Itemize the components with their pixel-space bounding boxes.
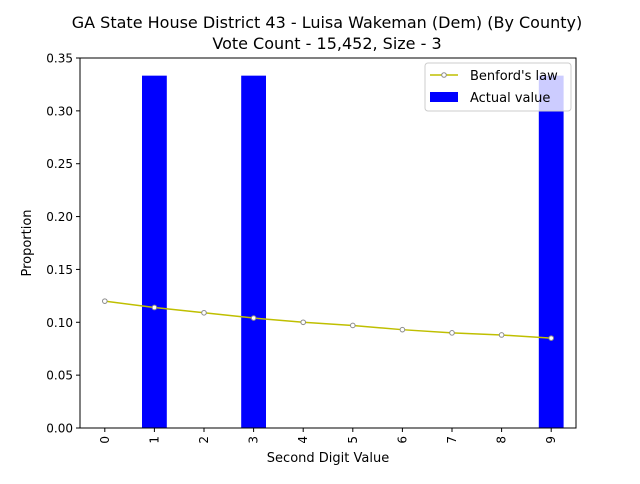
legend-label-actual: Actual value xyxy=(470,91,550,106)
benford-point-2 xyxy=(201,309,207,316)
benford-point-0 xyxy=(102,298,108,304)
chart-title: GA State House District 43 - Luisa Wakem… xyxy=(72,13,582,32)
y-axis: 0.00 0.05 0.10 0.15 0.20 0.25 0.30 0.35 xyxy=(46,52,80,436)
y-tick-label: 0.35 xyxy=(46,52,73,66)
benford-point-3 xyxy=(250,315,257,321)
y-tick-label: 0.20 xyxy=(46,210,73,224)
legend: Benford's law Actual value xyxy=(424,62,572,112)
benford-point-7 xyxy=(449,330,455,336)
x-tick-label: 6 xyxy=(395,436,409,444)
x-tick-label: 3 xyxy=(247,436,261,444)
bars-layer xyxy=(142,75,564,428)
x-axis-label: Second Digit Value xyxy=(267,451,389,466)
plot-frame xyxy=(79,57,577,429)
legend-marker-swatch xyxy=(441,72,447,78)
benford-point-1 xyxy=(151,304,158,311)
y-tick-label: 0.30 xyxy=(46,104,73,118)
chart-subtitle: Vote Count - 15,452, Size - 3 xyxy=(212,34,441,53)
y-tick-label: 0.15 xyxy=(46,263,73,277)
benford-point-8 xyxy=(498,332,505,338)
y-tick-label: 0.00 xyxy=(46,422,73,436)
x-tick-label: 4 xyxy=(296,436,310,444)
x-tick-label: 2 xyxy=(197,436,211,444)
x-tick-label: 0 xyxy=(98,436,112,444)
bar-digit-3 xyxy=(241,75,266,428)
x-tick-label: 5 xyxy=(346,436,360,444)
x-axis: 0 1 2 3 4 5 6 7 8 9 xyxy=(98,428,558,444)
y-axis-label: Proportion xyxy=(20,209,35,276)
x-tick-label: 7 xyxy=(445,436,459,444)
y-tick-label: 0.25 xyxy=(46,157,73,171)
legend-box xyxy=(424,62,572,112)
y-tick-label: 0.10 xyxy=(46,316,73,330)
benford-point-6 xyxy=(399,326,406,333)
x-tick-label: 8 xyxy=(495,436,509,444)
benford-line xyxy=(104,300,552,339)
benford-point-9 xyxy=(548,335,555,341)
bar-digit-9 xyxy=(538,75,564,428)
benford-point-4 xyxy=(300,319,307,326)
legend-label-benford: Benford's law xyxy=(470,69,558,84)
benford-point-5 xyxy=(350,322,356,329)
x-tick-label: 9 xyxy=(544,436,558,444)
line-layer xyxy=(102,298,555,341)
bar-digit-1 xyxy=(142,75,167,428)
y-tick-label: 0.05 xyxy=(46,369,73,383)
legend-bar-swatch xyxy=(430,92,458,102)
x-tick-label: 1 xyxy=(147,436,161,444)
